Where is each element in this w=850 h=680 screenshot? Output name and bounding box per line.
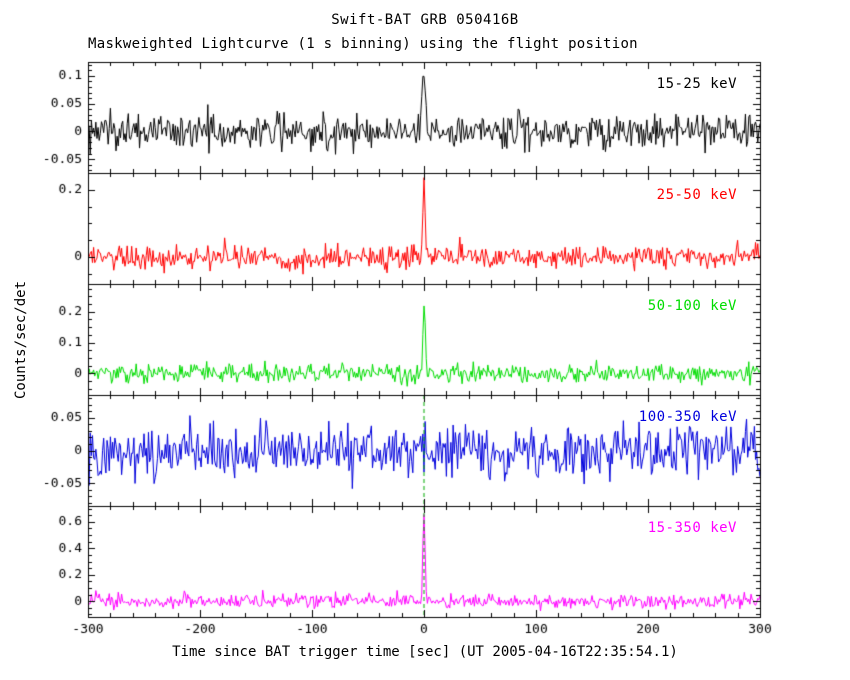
panel-label-100-350-kev: 100-350 keV	[638, 409, 737, 425]
y-axis-label: Counts/sec/det	[13, 280, 29, 400]
panel-label-25-50-kev: 25-50 keV	[656, 187, 737, 203]
chart-title: Swift-BAT GRB 050416B	[331, 12, 519, 28]
panel-label-15-25-kev: 15-25 keV	[656, 76, 737, 92]
panel-label-50-100-kev: 50-100 keV	[647, 298, 737, 314]
chart-subtitle: Maskweighted Lightcurve (1 s binning) us…	[88, 36, 638, 52]
x-axis-label: Time since BAT trigger time [sec] (UT 20…	[172, 644, 678, 660]
panel-label-15-350-kev: 15-350 keV	[647, 520, 737, 536]
